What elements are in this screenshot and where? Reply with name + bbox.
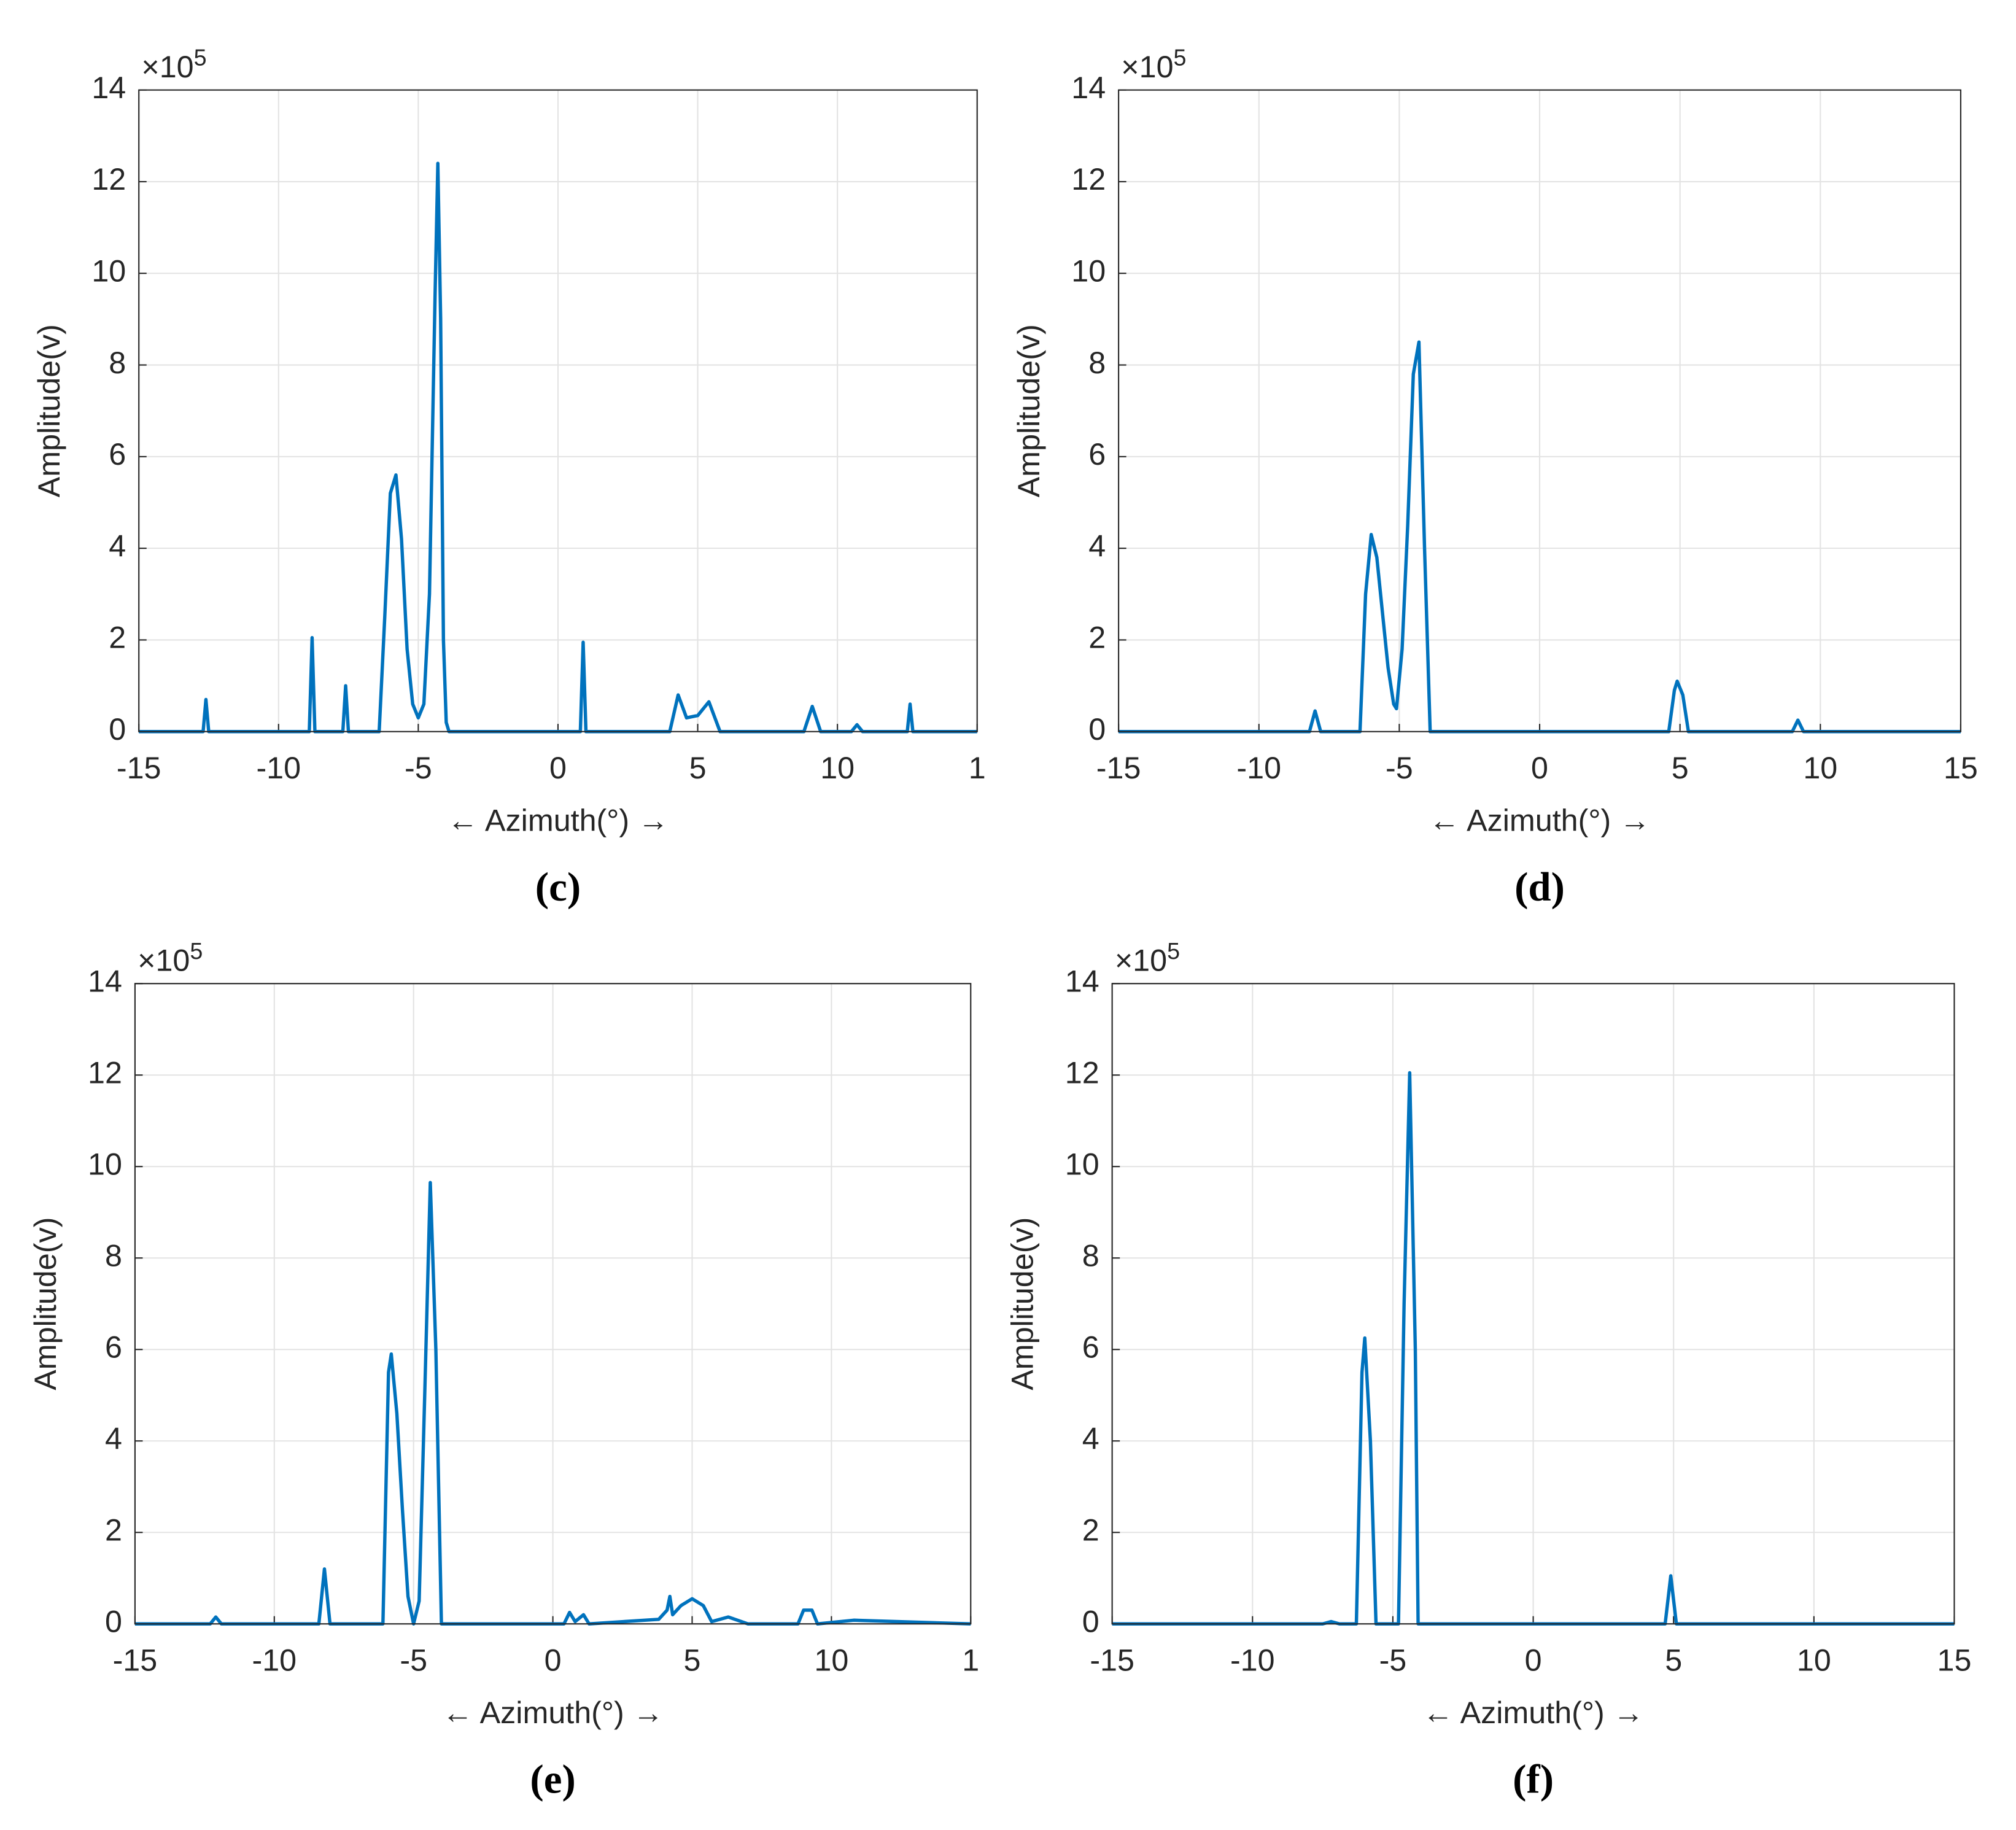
- y-tick-label: 8: [109, 346, 126, 380]
- y-tick-label: 2: [1088, 621, 1106, 655]
- axes-box: [1118, 89, 1961, 732]
- x-axis-label: ← Azimuth(°) →: [1422, 1696, 1644, 1730]
- y-tick-label: 8: [1082, 1239, 1099, 1273]
- y-tick-label: 4: [1088, 529, 1106, 563]
- subplot: -15 -10 -5 0 5 10 1502468101214×105Amplitude(v…: [1012, 44, 1978, 909]
- y-tick-label: 0: [109, 712, 126, 746]
- y-scale-base: ×10: [141, 50, 193, 84]
- subplot: -15 -10 -5 0 5 10 102468101214×105Amplitude(v)…: [32, 44, 986, 909]
- x-tick-label: 5: [684, 1643, 701, 1677]
- y-scale-label: ×105: [1115, 938, 1180, 978]
- axes-box: [1111, 983, 1955, 1625]
- x-tick-label: -15: [113, 1643, 158, 1677]
- y-tick-label: 6: [105, 1330, 122, 1365]
- axes-box: [138, 89, 978, 732]
- y-tick-label: 6: [109, 437, 126, 471]
- y-tick-label: 14: [91, 71, 126, 105]
- x-axis-label: ← Azimuth(°) →: [442, 1696, 664, 1730]
- y-scale-base: ×10: [138, 944, 190, 978]
- x-tick-label: 15: [1937, 1643, 1972, 1677]
- y-axis-label: Amplitude(v): [32, 324, 66, 497]
- y-tick-label: 12: [88, 1056, 122, 1090]
- panel-label: (c): [535, 864, 581, 910]
- y-tick-label: 0: [1088, 712, 1106, 746]
- y-scale-exponent: 5: [1167, 938, 1180, 964]
- y-tick-label: 4: [105, 1422, 122, 1456]
- x-tick-label: 10: [820, 751, 855, 785]
- x-axis-label: ← Azimuth(°) →: [448, 804, 669, 838]
- y-tick-label: 10: [1071, 254, 1106, 289]
- y-tick-label: 6: [1082, 1330, 1099, 1365]
- panel-label: (f): [1513, 1756, 1554, 1802]
- y-scale-exponent: 5: [1174, 44, 1187, 70]
- x-tick-label: 0: [1525, 1643, 1542, 1677]
- y-tick-label: 8: [1088, 346, 1106, 380]
- x-tick-label: -10: [1230, 1643, 1275, 1677]
- x-tick-label: 10: [1797, 1643, 1831, 1677]
- x-tick-label: 0: [545, 1643, 562, 1677]
- y-tick-label: 2: [1082, 1513, 1099, 1548]
- x-tick-label: 5: [689, 751, 707, 785]
- y-scale-exponent: 5: [190, 938, 203, 964]
- y-tick-label: 12: [1065, 1056, 1099, 1090]
- x-tick-label: -15: [117, 751, 161, 785]
- y-scale-exponent: 5: [194, 44, 207, 70]
- subplot: -15 -10 -5 0 5 10 1502468101214×105Amplitude(v…: [1006, 938, 1972, 1802]
- x-tick-label: -5: [400, 1643, 427, 1677]
- x-tick-label: -10: [256, 751, 301, 785]
- y-tick-label: 12: [1071, 162, 1106, 196]
- panel-label: (d): [1514, 864, 1565, 910]
- y-tick-label: 14: [88, 964, 122, 999]
- y-tick-label: 0: [1082, 1605, 1099, 1639]
- x-tick-label: -5: [1379, 1643, 1407, 1677]
- axes-box: [134, 983, 972, 1625]
- y-axis-label: Amplitude(v): [28, 1217, 63, 1390]
- y-scale-base: ×10: [1115, 944, 1167, 978]
- x-tick-label: 10: [814, 1643, 848, 1677]
- y-tick-label: 10: [91, 254, 126, 289]
- x-tick-label: 1: [962, 1643, 979, 1677]
- y-axis-label: Amplitude(v): [1006, 1217, 1040, 1390]
- data-line: [139, 161, 977, 734]
- y-tick-label: 10: [1065, 1147, 1099, 1182]
- x-tick-label: 1: [969, 751, 986, 785]
- y-tick-label: 2: [105, 1513, 122, 1548]
- x-tick-label: 0: [1531, 751, 1548, 785]
- x-tick-label: -10: [252, 1643, 297, 1677]
- y-tick-label: 14: [1071, 71, 1106, 105]
- x-tick-label: -10: [1236, 751, 1281, 785]
- x-axis-label: ← Azimuth(°) →: [1429, 804, 1651, 838]
- x-tick-label: -15: [1096, 751, 1141, 785]
- y-tick-label: 4: [1082, 1422, 1099, 1456]
- y-tick-label: 10: [88, 1147, 122, 1182]
- x-tick-label: -5: [405, 751, 432, 785]
- y-scale-label: ×105: [1121, 44, 1186, 84]
- subplot: -15 -10 -5 0 5 10 102468101214×105Amplitude(v)…: [28, 938, 979, 1802]
- y-tick-label: 2: [109, 621, 126, 655]
- y-scale-label: ×105: [138, 938, 203, 978]
- y-tick-label: 14: [1065, 964, 1099, 999]
- y-tick-label: 0: [105, 1605, 122, 1639]
- y-tick-label: 6: [1088, 437, 1106, 471]
- x-tick-label: 0: [549, 751, 567, 785]
- y-axis-label: Amplitude(v): [1012, 324, 1046, 497]
- y-tick-label: 8: [105, 1239, 122, 1273]
- x-tick-label: 15: [1944, 751, 1978, 785]
- data-line: [1118, 340, 1961, 734]
- y-tick-label: 4: [109, 529, 126, 563]
- x-tick-label: 5: [1672, 751, 1689, 785]
- y-scale-label: ×105: [141, 44, 206, 84]
- x-tick-label: 10: [1803, 751, 1837, 785]
- x-tick-label: 5: [1665, 1643, 1682, 1677]
- y-scale-base: ×10: [1121, 50, 1173, 84]
- panel-label: (e): [530, 1756, 575, 1802]
- x-tick-label: -5: [1386, 751, 1413, 785]
- y-tick-label: 12: [91, 162, 126, 196]
- x-tick-label: -15: [1090, 1643, 1134, 1677]
